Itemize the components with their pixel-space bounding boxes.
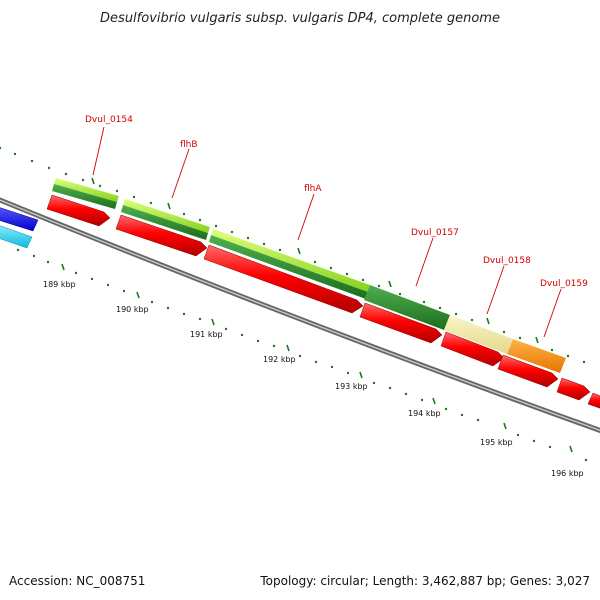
genome-summary-text: Topology: circular; Length: 3,462,887 bp… xyxy=(259,574,590,588)
gene-arrow[interactable] xyxy=(203,244,364,314)
gene-arrow[interactable] xyxy=(115,214,208,257)
scale-label: 192 kbp xyxy=(263,355,296,364)
gene-arrow[interactable] xyxy=(587,392,600,410)
gene-label-leaders xyxy=(92,126,562,338)
map-title: Desulfovibrio vulgaris subsp. vulgaris D… xyxy=(100,11,500,26)
gene-label[interactable]: Dvul_0154 xyxy=(85,115,133,125)
gene-label[interactable]: flhA xyxy=(304,184,322,194)
cog-band-track xyxy=(52,178,566,373)
scale-labels: 189 kbp 190 kbp 191 kbp 192 kbp 193 kbp … xyxy=(43,280,584,478)
gene-label[interactable]: Dvul_0158 xyxy=(483,256,531,266)
inner-tick-marks xyxy=(16,248,588,462)
gene-arrow[interactable] xyxy=(0,206,39,232)
scale-label: 195 kbp xyxy=(480,438,513,447)
gene-arrow[interactable] xyxy=(0,224,33,249)
gene-arrow[interactable] xyxy=(556,377,591,401)
gene-arrow[interactable] xyxy=(359,302,443,344)
scale-label: 191 kbp xyxy=(190,330,223,339)
gene-track-forward xyxy=(46,194,600,410)
inner-major-ticks xyxy=(61,263,573,453)
scale-label: 196 kbp xyxy=(551,469,584,478)
gene-label[interactable]: Dvul_0157 xyxy=(411,228,459,238)
gene-label[interactable]: flhB xyxy=(180,140,198,150)
genome-backbone xyxy=(0,197,600,434)
scale-label: 194 kbp xyxy=(408,409,441,418)
outer-major-ticks xyxy=(91,177,539,344)
gene-arrow[interactable] xyxy=(46,194,111,227)
scale-label: 189 kbp xyxy=(43,280,76,289)
gene-labels: Dvul_0154 flhB flhA Dvul_0157 Dvul_0158 … xyxy=(85,115,588,289)
outer-tick-marks xyxy=(0,146,586,364)
scale-label: 190 kbp xyxy=(116,305,149,314)
gene-arrow[interactable] xyxy=(440,331,505,367)
gene-label[interactable]: Dvul_0159 xyxy=(540,279,588,289)
gene-arrow[interactable] xyxy=(497,354,559,388)
scale-label: 193 kbp xyxy=(335,382,368,391)
accession-text: Accession: NC_008751 xyxy=(9,574,145,588)
